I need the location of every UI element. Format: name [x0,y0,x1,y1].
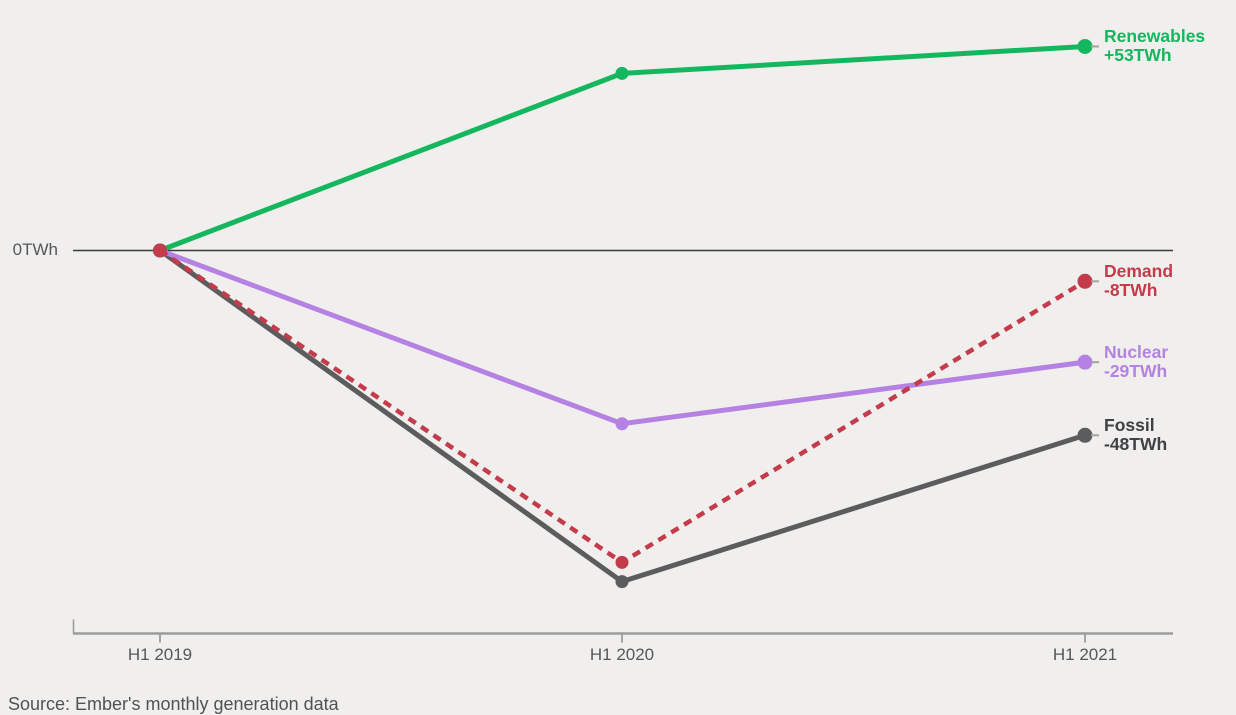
series-marker-renewables [615,66,629,80]
series-marker-demand [615,555,629,569]
series-marker-demand [1077,273,1093,289]
series-label-fossil: Fossil -48TWh [1104,416,1167,454]
series-label-value: -48TWh [1104,434,1168,455]
series-marker-fossil [615,575,629,589]
x-axis-tick-label: H1 2021 [1052,645,1118,664]
series-line-demand [158,248,1087,566]
series-marker-demand [153,243,167,258]
series-marker-nuclear [1077,354,1093,370]
series-line-nuclear [159,248,1086,427]
series-label-name: Nuclear [1104,342,1169,363]
series-label-name: Fossil [1104,415,1155,436]
source-note: Source: Ember's monthly generation data [8,694,339,714]
series-label-name: Renewables [1104,26,1206,47]
series-label-name: Demand [1104,261,1174,282]
series-label-demand: Demand -8TWh [1104,262,1173,300]
y-axis-zero-label: 0TWh [12,240,58,259]
x-axis-tick-label: H1 2019 [127,645,193,664]
x-axis-tick-label: H1 2020 [589,645,655,664]
series-marker-renewables [1077,38,1093,54]
series-marker-fossil [1077,427,1093,443]
series-label-renewables: Renewables +53TWh [1104,27,1205,65]
series-label-nuclear: Nuclear -29TWh [1104,343,1168,381]
series-marker-nuclear [615,417,629,431]
series-label-value: -8TWh [1104,280,1158,301]
series-label-value: -29TWh [1104,361,1168,382]
series-label-value: +53TWh [1104,45,1172,66]
